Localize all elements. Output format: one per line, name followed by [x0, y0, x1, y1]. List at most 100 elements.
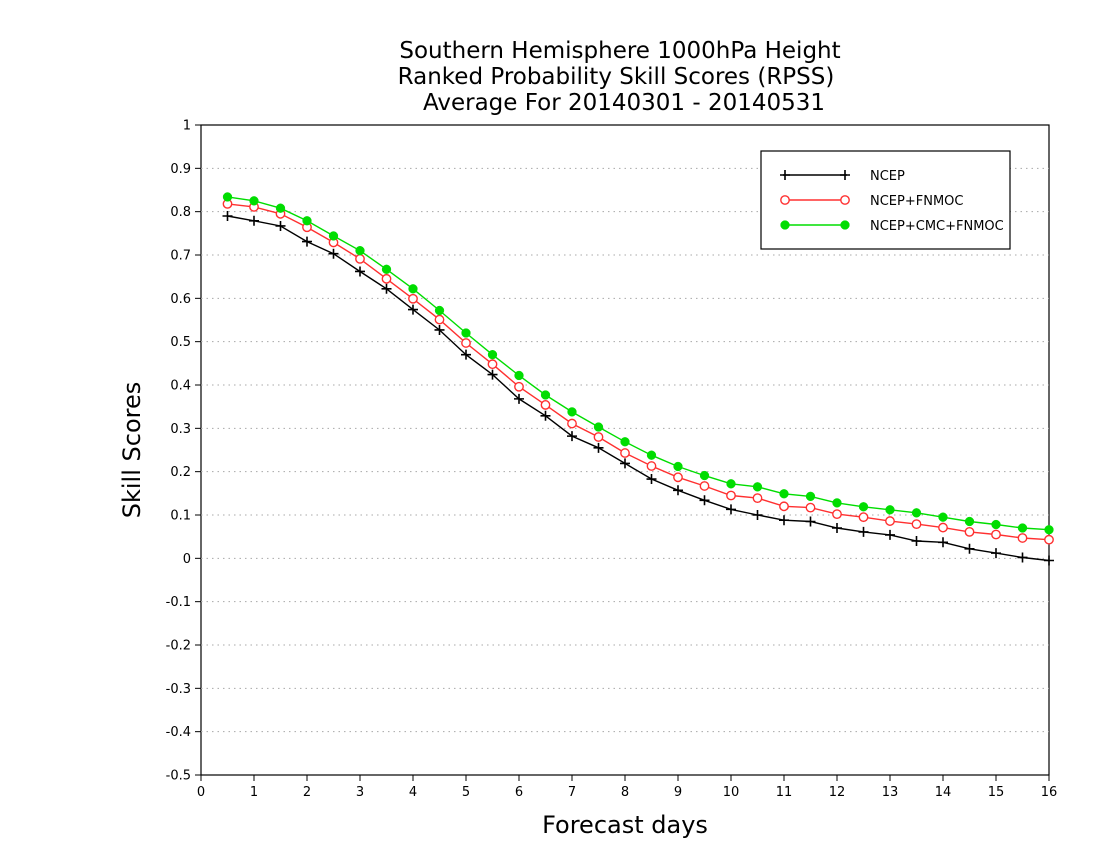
data-point-ncep	[832, 523, 842, 533]
data-point-ncep-cmc-fnmoc	[540, 390, 551, 400]
data-point-ncep	[434, 324, 445, 335]
chart-title-line-3: Average For 20140301 - 20140531	[423, 90, 825, 116]
data-point-ncep	[222, 211, 233, 221]
legend-marker-ncep-cmc-fnmoc	[780, 220, 790, 230]
x-tick-label: 14	[935, 785, 952, 800]
legend-marker-ncep	[840, 170, 850, 180]
data-point-ncep-cmc-fnmoc	[302, 216, 312, 226]
data-point-ncep-cmc-fnmoc	[964, 516, 975, 527]
x-tick-label: 1	[250, 785, 258, 800]
data-point-ncep	[593, 442, 604, 453]
legend-marker-ncep	[780, 170, 790, 180]
y-tick-label: 0.1	[170, 509, 191, 524]
data-point-ncep-fnmoc	[964, 527, 975, 537]
data-point-ncep-fnmoc	[540, 400, 551, 410]
data-point-ncep	[620, 458, 630, 469]
series-ncep	[222, 211, 1054, 566]
data-point-ncep-cmc-fnmoc	[328, 231, 339, 241]
data-point-ncep	[514, 393, 524, 404]
x-axis-title: Forecast days	[542, 811, 708, 839]
y-tick-label: 0.3	[170, 422, 191, 437]
data-point-ncep-fnmoc	[673, 472, 683, 483]
data-point-ncep-fnmoc	[911, 519, 922, 529]
data-point-ncep-cmc-fnmoc	[858, 502, 869, 512]
data-point-ncep-cmc-fnmoc	[434, 305, 445, 316]
data-point-ncep	[858, 526, 869, 537]
data-point-ncep	[487, 369, 498, 380]
data-point-ncep-fnmoc	[726, 490, 736, 501]
x-tick-label: 11	[776, 785, 793, 800]
data-point-ncep-fnmoc	[408, 293, 418, 304]
data-point-ncep-cmc-fnmoc	[646, 450, 657, 460]
data-point-ncep-fnmoc	[858, 512, 869, 523]
data-point-ncep	[805, 516, 816, 527]
x-tick-label: 16	[1041, 785, 1058, 800]
legend: NCEP NCEP+FNMOC NCEP+CMC+FNMOC	[760, 150, 1011, 250]
data-point-ncep-cmc-fnmoc	[381, 264, 392, 274]
data-point-ncep-cmc-fnmoc	[514, 370, 524, 381]
data-point-ncep-fnmoc	[646, 461, 657, 471]
data-point-ncep-fnmoc	[381, 273, 392, 284]
data-point-ncep-cmc-fnmoc	[567, 407, 577, 417]
legend-label-ncep: NCEP	[870, 169, 905, 184]
series-line-ncep-fnmoc	[227, 203, 1050, 541]
y-tick-label: 0	[183, 552, 191, 567]
data-point-ncep-fnmoc	[885, 516, 895, 526]
data-point-ncep	[938, 537, 948, 548]
data-point-ncep	[1017, 552, 1028, 563]
y-tick-label: -0.3	[166, 682, 191, 697]
legend-item-ncep-fnmoc: NCEP+FNMOC	[780, 194, 963, 209]
data-point-ncep	[964, 543, 975, 554]
y-tick-label: -0.5	[166, 769, 191, 784]
legend-marker-ncep-fnmoc	[840, 195, 850, 205]
x-tick-label: 13	[882, 785, 899, 800]
data-point-ncep-fnmoc	[514, 381, 524, 392]
data-point-ncep-cmc-fnmoc	[249, 196, 259, 206]
chart-title-line-2: Ranked Probability Skill Scores (RPSS)	[398, 64, 835, 90]
x-tick-label: 4	[409, 785, 417, 800]
data-point-ncep-fnmoc	[1017, 533, 1028, 543]
grid-lines	[201, 167, 1049, 733]
y-tick-label: -0.2	[166, 639, 191, 654]
data-point-ncep-fnmoc	[567, 418, 577, 429]
data-point-ncep-cmc-fnmoc	[222, 192, 233, 202]
y-axis-title: Skill Scores	[118, 382, 146, 519]
legend-item-ncep: NCEP	[780, 169, 905, 184]
data-point-ncep-cmc-fnmoc	[1017, 523, 1028, 533]
data-point-ncep	[646, 474, 657, 485]
data-point-ncep-fnmoc	[593, 432, 604, 442]
data-point-ncep-fnmoc	[991, 529, 1001, 540]
x-tick-label: 3	[356, 785, 364, 800]
data-point-ncep-cmc-fnmoc	[620, 437, 630, 447]
data-point-ncep	[408, 304, 418, 315]
data-point-ncep-cmc-fnmoc	[461, 328, 471, 338]
data-point-ncep-fnmoc	[938, 522, 948, 533]
data-point-ncep	[302, 236, 312, 247]
x-tick-label: 5	[462, 785, 470, 800]
x-tick-label: 7	[568, 785, 576, 800]
data-point-ncep-fnmoc	[487, 359, 498, 370]
x-tick-label: 8	[621, 785, 629, 800]
series-group	[222, 192, 1054, 566]
data-point-ncep-cmc-fnmoc	[726, 479, 736, 489]
legend-label-ncep-fnmoc: NCEP+FNMOC	[870, 194, 963, 209]
chart-title-line-1: Southern Hemisphere 1000hPa Height	[399, 38, 840, 64]
y-tick-label: 0.8	[170, 205, 191, 220]
data-point-ncep-fnmoc	[620, 448, 630, 458]
data-point-ncep-fnmoc	[832, 509, 842, 520]
data-point-ncep	[726, 504, 736, 515]
data-point-ncep-cmc-fnmoc	[885, 505, 895, 515]
data-point-ncep-fnmoc	[461, 338, 471, 348]
legend-label-ncep-cmc-fnmoc: NCEP+CMC+FNMOC	[870, 219, 1004, 234]
data-point-ncep-cmc-fnmoc	[779, 489, 789, 499]
data-point-ncep-cmc-fnmoc	[408, 284, 418, 294]
data-point-ncep	[540, 410, 551, 421]
data-point-ncep-cmc-fnmoc	[805, 491, 816, 502]
data-point-ncep	[355, 266, 365, 277]
data-point-ncep-cmc-fnmoc	[275, 203, 286, 213]
data-point-ncep-cmc-fnmoc	[911, 508, 922, 518]
data-point-ncep-fnmoc	[805, 502, 816, 513]
data-point-ncep-fnmoc	[434, 314, 445, 325]
data-point-ncep-cmc-fnmoc	[355, 246, 365, 256]
x-tick-label: 6	[515, 785, 523, 800]
